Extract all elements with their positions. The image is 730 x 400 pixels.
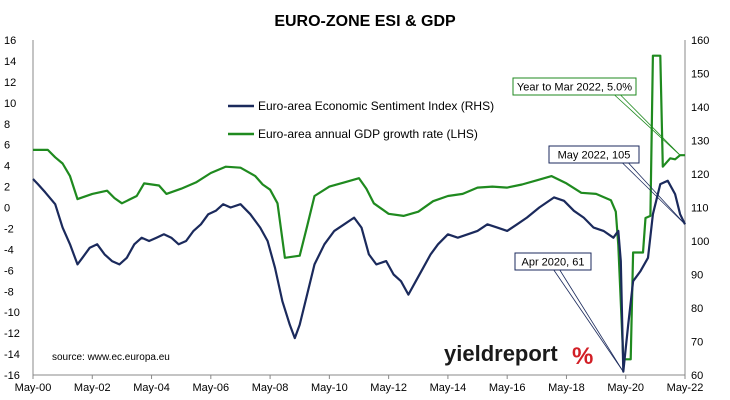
left-tick-label: 12	[4, 77, 16, 89]
annotation-leader	[620, 94, 681, 156]
left-tick-label: -2	[4, 223, 14, 235]
left-tick-label: -12	[4, 328, 20, 340]
right-tick-label: 120	[691, 169, 709, 181]
left-tick-label: 10	[4, 98, 16, 110]
source-note: source: www.ec.europa.eu	[52, 352, 170, 363]
x-tick-label: May-18	[548, 382, 585, 394]
annotation-leader	[628, 162, 686, 225]
x-tick-label: May-12	[370, 382, 407, 394]
left-tick-label: -6	[4, 265, 14, 277]
annotation-label: May 2022, 105	[558, 150, 631, 162]
left-tick-label: -14	[4, 349, 20, 361]
left-tick-label: -10	[4, 307, 20, 319]
left-tick-label: -4	[4, 244, 14, 256]
x-tick-label: May-22	[667, 382, 704, 394]
left-tick-label: 6	[4, 140, 10, 152]
right-tick-label: 100	[691, 236, 709, 248]
right-tick-label: 130	[691, 136, 709, 148]
x-tick-label: May-00	[15, 382, 52, 394]
left-tick-label: 8	[4, 119, 10, 131]
series-line-esi	[32, 178, 686, 373]
x-tick-label: May-14	[430, 382, 467, 394]
left-tick-label: 4	[4, 161, 10, 173]
x-tick-label: May-10	[311, 382, 348, 394]
right-axis-ticks: 60 70 80 90 100 110 120 130 140 150 160	[691, 35, 709, 382]
right-tick-label: 60	[691, 370, 703, 382]
right-tick-label: 110	[691, 203, 709, 215]
left-tick-label: -8	[4, 286, 14, 298]
x-axis-ticks: May-00 May-02 May-04 May-06 May-08 May-10 May-…	[15, 375, 704, 394]
plot-frame	[32, 40, 686, 376]
series-layer	[32, 54, 686, 373]
right-tick-label: 150	[691, 69, 709, 81]
logo-percent-symbol: %	[572, 343, 593, 370]
annotation-leader	[614, 94, 681, 156]
left-tick-label: 14	[4, 56, 16, 68]
legend: Euro-area Economic Sentiment Index (RHS)…	[228, 99, 494, 141]
annotation-leader	[553, 269, 624, 372]
annotation-leader	[622, 162, 686, 225]
left-tick-label: -16	[4, 370, 20, 382]
annotation-label: Apr 2020, 61	[522, 257, 585, 269]
annotation-layer: Year to Mar 2022, 5.0% May 2022, 105 Apr 2…	[512, 77, 686, 372]
annotation-leader	[559, 269, 624, 372]
legend-label-gdp: Euro-area annual GDP growth rate (LHS)	[258, 127, 478, 141]
annotation-box	[548, 145, 640, 164]
right-tick-label: 160	[691, 35, 709, 47]
annotation-label: Year to Mar 2022, 5.0%	[517, 82, 632, 94]
annotation-box	[512, 77, 637, 96]
right-tick-label: 80	[691, 303, 703, 315]
x-tick-label: May-20	[607, 382, 644, 394]
x-tick-label: May-08	[252, 382, 289, 394]
left-tick-label: 2	[4, 182, 10, 194]
x-tick-label: May-06	[192, 382, 229, 394]
logo-text: yieldreport	[444, 341, 558, 366]
legend-label-esi: Euro-area Economic Sentiment Index (RHS)	[258, 99, 494, 113]
annotation-box	[514, 252, 592, 271]
left-tick-label: 0	[4, 203, 10, 215]
left-tick-label: 16	[4, 35, 16, 47]
x-tick-label: May-16	[489, 382, 526, 394]
x-tick-label: May-04	[133, 382, 170, 394]
chart-title: EURO-ZONE ESI & GDP	[274, 13, 456, 30]
yieldreport-logo: yieldreport %	[444, 341, 593, 370]
x-tick-label: May-02	[74, 382, 111, 394]
right-tick-label: 90	[691, 270, 703, 282]
right-tick-label: 140	[691, 102, 709, 114]
right-tick-label: 70	[691, 337, 703, 349]
left-axis-ticks: -16 -14 -12 -10 -8 -6 -4 -2 0 2 4 6 8 10 12 14 16	[4, 35, 20, 382]
